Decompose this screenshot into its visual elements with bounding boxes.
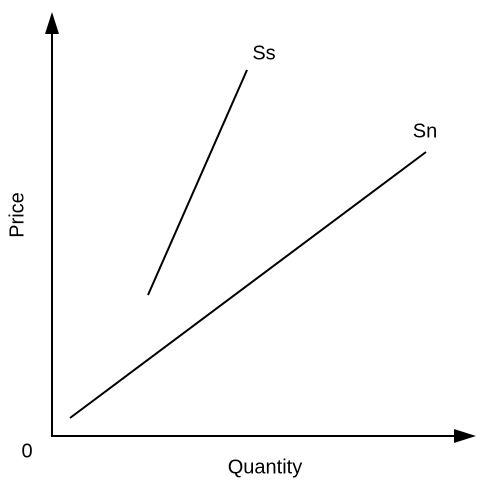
x-axis-label: Quantity <box>228 456 302 478</box>
y-axis-arrow <box>45 12 59 34</box>
y-axis-label: Price <box>6 192 28 238</box>
x-axis-arrow <box>454 429 476 443</box>
ss-label: Ss <box>252 42 275 64</box>
ss-curve <box>147 69 248 296</box>
origin-label: 0 <box>21 440 32 462</box>
sn-label: Sn <box>413 120 437 142</box>
sn-curve <box>69 151 427 419</box>
